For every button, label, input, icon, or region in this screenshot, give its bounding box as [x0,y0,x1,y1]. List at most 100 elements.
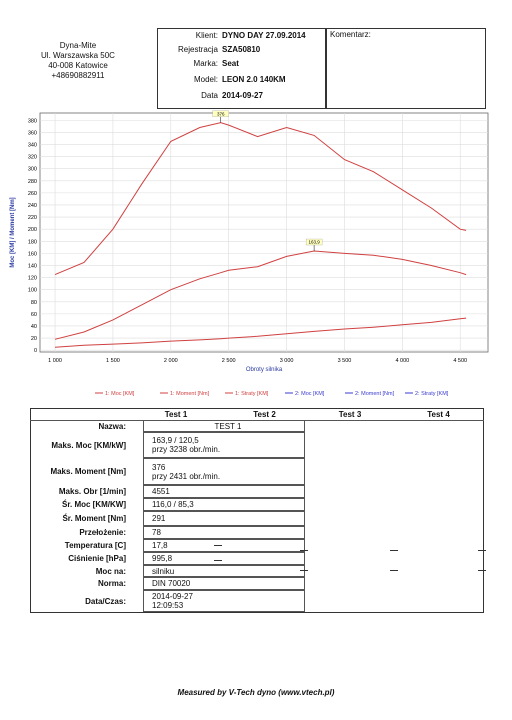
info-label: Klient: [195,31,218,40]
company-line: Ul. Warszawska 50C [41,51,115,60]
y-tick-label: 260 [28,191,37,197]
row-label: Maks. Obr [1/min] [58,487,126,496]
column-header: Test 1 [164,409,188,419]
info-label: Marka: [193,59,218,68]
row-value: 2014-09-27 12:09:53 [143,590,305,612]
value-line: 995,8 [152,554,173,563]
y-tick-label: 100 [28,288,37,294]
column-header: Test 2 [253,409,276,419]
legend-label: 2: Moment [Nm] [355,391,395,397]
y-tick-label: 300 [28,167,37,173]
row-value: 376 przy 2431 obr./min. [143,458,305,485]
empty-dash [214,545,222,546]
company-line: +48690882911 [51,71,105,80]
legend-label: 1: Straty [KM] [235,391,269,397]
info-label: Data [201,91,218,100]
empty-dash [214,560,222,561]
value-line: przy 2431 obr./min. [152,471,221,481]
row-value: silniku [143,565,305,577]
row-label: Norma: [97,579,126,588]
y-tick-label: 160 [28,251,37,257]
row-value: 995,8 [143,552,305,565]
value-line: 2014-09-27 [152,592,193,601]
row-label: Śr. Moc [KM/KW] [62,500,126,509]
info-value: DYNO DAY 27.09.2014 [222,31,306,40]
legend-label: 1: Moc [KM] [105,391,135,397]
empty-dash [300,550,308,551]
row-value: 163,9 / 120,5 przy 3238 obr./min. [143,432,305,458]
annotation-label: 163,9 [308,240,320,245]
empty-dash [478,550,486,551]
info-label: Rejestracja [177,45,218,54]
column-header: Test 4 [427,409,450,419]
y-tick-label: 360 [28,130,37,136]
x-tick-label: 1 500 [106,358,120,364]
row-value: TEST 1 [143,420,305,432]
chart: 0 20 40 60 80 100 120 140 160 180 200 220 240 260 280 3… [10,110,489,397]
legend-label: 1: Moment [Nm] [170,391,210,397]
row-label: Przełożenie: [79,528,126,537]
row-label: Data/Czas: [85,596,126,606]
row-value: 4551 [143,485,305,498]
value-line: 116,0 / 85,3 [152,500,194,509]
x-tick-label: 4 500 [453,358,467,364]
empty-dash [478,570,486,571]
y-tick-label: 280 [28,179,37,185]
value-line: 376 [152,462,166,472]
value-line: 163,9 / 120,5 [152,436,199,445]
row-value: 291 [143,511,305,526]
series-line [54,317,467,348]
annotation-label: 376 [217,111,225,116]
empty-dash [390,550,398,551]
series-line [54,122,467,276]
y-tick-label: 80 [31,300,37,306]
info-value: SZA50810 [222,45,261,54]
comment-box [326,28,486,109]
value-line: silniku [152,566,175,576]
value-line: 17,8 [152,541,168,550]
y-tick-label: 120 [28,276,37,282]
comment-label: Komentarz: [330,30,371,39]
y-tick-label: 340 [28,142,37,148]
legend-label: 2: Straty [KM] [415,391,449,397]
row-label: Śr. Moment [Nm] [62,514,126,523]
empty-dash [390,570,398,571]
y-tick-label: 140 [28,263,37,269]
row-value: 116,0 / 85,3 [143,498,305,511]
value-line: 12:09:53 [152,601,184,610]
y-tick-label: 380 [28,118,37,124]
annotation-box [212,110,229,117]
annotation-box [305,238,323,246]
value-line: 4551 [152,487,170,496]
y-tick-label: 200 [28,227,37,233]
company-line: 40-008 Katowice [48,61,108,70]
y-tick-label: 180 [28,239,37,245]
row-value: DIN 70020 [143,577,305,590]
x-tick-label: 2 500 [222,358,236,364]
row-label: Maks. Moc [KM/kW] [51,440,126,450]
info-box [157,28,326,109]
x-tick-label: 4 000 [395,358,409,364]
info-value: Seat [222,59,239,68]
row-label: Nazwa: [98,421,126,431]
x-axis-label: Obroty silnika [246,367,283,373]
value-line: 291 [152,514,166,523]
legend-label: 2: Moc [KM] [295,391,325,397]
y-tick-label: 220 [28,215,37,221]
value-line: TEST 1 [214,421,242,431]
row-label: Moc na: [95,566,126,576]
footer: Measured by V-Tech dyno (www.vtech.pl) [177,688,335,697]
empty-dash [300,570,308,571]
company-line: Dyna-Mite [59,41,97,50]
info-label: Model: [193,75,218,84]
value-line: przy 3238 obr./min. [152,445,221,454]
x-tick-label: 3 500 [338,358,352,364]
row-value: 78 [143,526,305,539]
column-header: Test 3 [338,409,362,419]
y-tick-label: 0 [34,348,37,354]
value-line: 78 [152,528,161,537]
series-line [54,250,467,340]
y-tick-label: 60 [31,312,37,318]
row-label: Ciśnienie [hPa] [68,554,126,563]
